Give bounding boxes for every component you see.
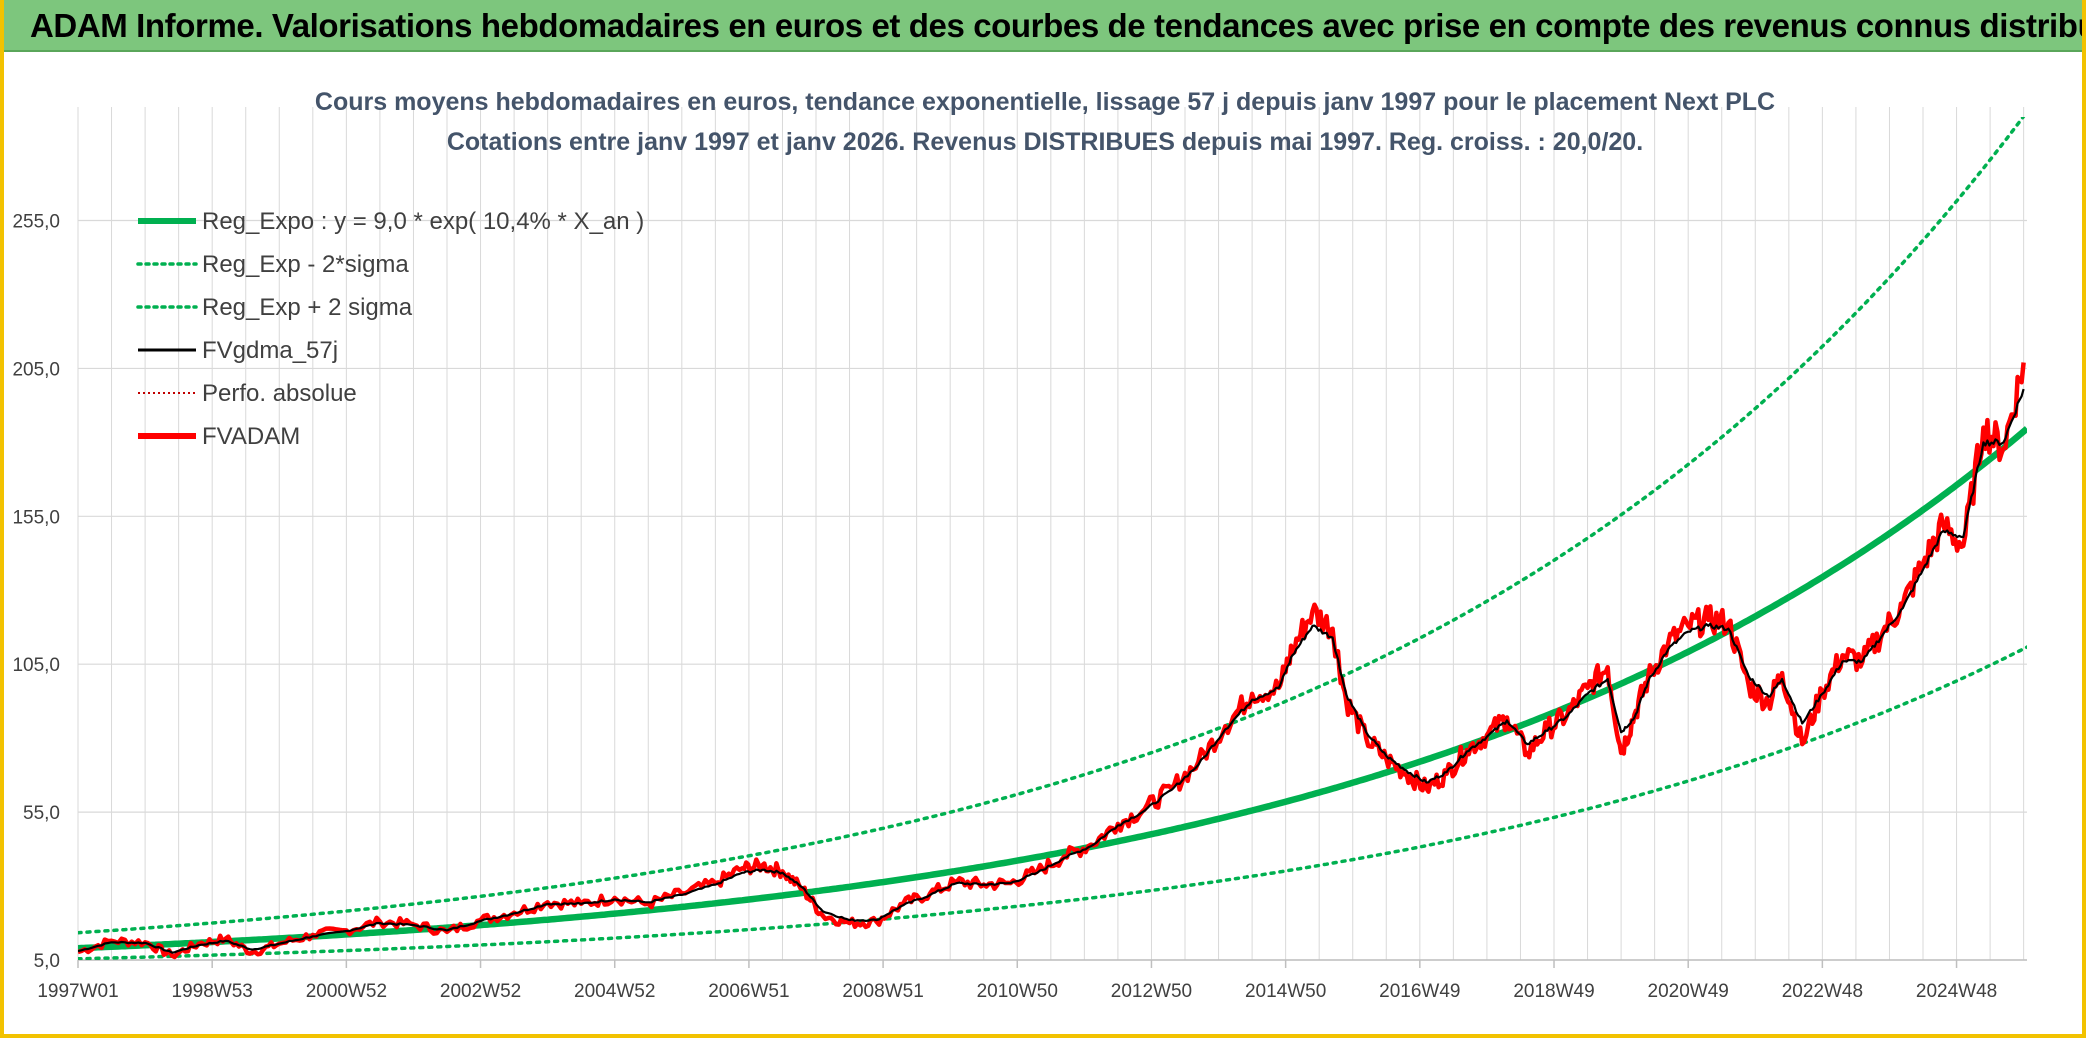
chart-title-line-1: Cours moyens hebdomadaires en euros, ten…: [315, 88, 1775, 116]
grid: [77, 107, 2027, 961]
series-reg-expo: [78, 426, 2027, 952]
series-fvgdma-57j: [78, 388, 2025, 954]
chart-title: Cours moyens hebdomadaires en euros, ten…: [315, 88, 1775, 156]
legend-label: Perfo. absolue: [202, 380, 357, 407]
x-tick-label: 2014W50: [1245, 981, 1326, 1002]
x-tick-label: 2024W48: [1916, 981, 1997, 1002]
x-tick-label: 2018W49: [1513, 981, 1594, 1002]
x-tick-label: 2004W52: [574, 981, 655, 1002]
x-tick-label: 2006W51: [708, 981, 789, 1002]
legend-label: Reg_Expo : y = 9,0 * exp( 10,4% * X_an ): [202, 208, 644, 235]
x-tick-label: 2020W49: [1648, 981, 1729, 1002]
x-tick-label: 2010W50: [977, 981, 1058, 1002]
y-tick-label: 55,0: [23, 803, 60, 824]
x-tick-label: 2022W48: [1782, 981, 1863, 1002]
x-tick-label: 2012W50: [1111, 981, 1192, 1002]
legend-label: Reg_Exp - 2*sigma: [202, 251, 409, 278]
legend-label: FVADAM: [202, 423, 300, 450]
x-tick-label: 2002W52: [440, 981, 521, 1002]
x-tick-label: 1998W53: [172, 981, 253, 1002]
series-reg-exp-plus-2-sigma: [78, 117, 2026, 935]
series: [78, 117, 2027, 960]
page-title: ADAM Informe. Valorisations hebdomadaire…: [30, 7, 2086, 44]
y-tick-label: 205,0: [12, 359, 60, 380]
header-banner: ADAM Informe. Valorisations hebdomadaire…: [0, 0, 2086, 52]
x-tick-label: 2016W49: [1379, 981, 1460, 1002]
y-tick-label: 155,0: [12, 507, 60, 528]
axes: 5,0 55,0 105,0 155,0 205,0 255,0 1997W01 1998W5…: [12, 212, 2027, 1002]
y-tick-label: 5,0: [34, 951, 60, 972]
chart-title-line-2: Cotations entre janv 1997 et janv 2026. …: [447, 128, 1643, 156]
x-tick-label: 1997W01: [37, 981, 118, 1002]
x-tick-label: 2000W52: [306, 981, 387, 1002]
x-tick-label: 2008W51: [842, 981, 923, 1002]
legend-label: Reg_Exp + 2 sigma: [202, 294, 413, 321]
legend: Reg_Expo : y = 9,0 * exp( 10,4% * X_an )…: [136, 208, 644, 450]
legend-label: FVgdma_57j: [202, 337, 338, 364]
y-tick-label: 105,0: [12, 655, 60, 676]
y-tick-label: 255,0: [12, 212, 60, 233]
series-reg-exp-minus-2-sigma: [78, 645, 2027, 960]
